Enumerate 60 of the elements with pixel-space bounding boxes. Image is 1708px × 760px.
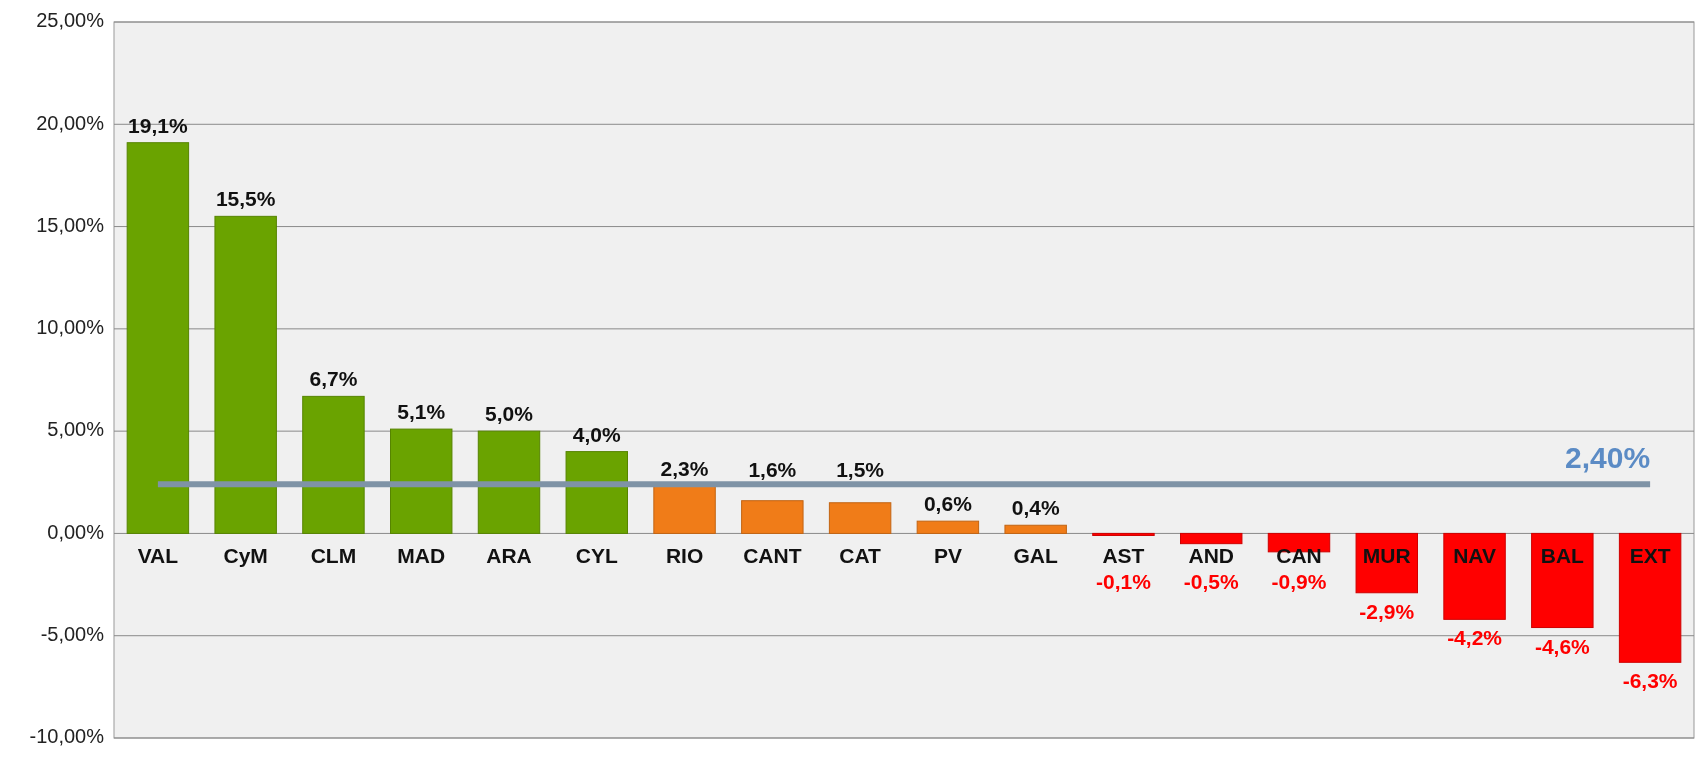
x-tick-label: CAT (839, 544, 882, 568)
bar (477, 430, 541, 534)
data-label: 5,1% (397, 400, 446, 424)
data-label: -4,6% (1534, 634, 1591, 658)
x-tick-label: BAL (1540, 544, 1585, 568)
data-label: 1,5% (836, 458, 885, 482)
data-label: -2,9% (1359, 599, 1415, 623)
y-tick-label: 10,00% (36, 316, 105, 339)
bar (126, 142, 190, 534)
x-tick-label: MAD (397, 544, 446, 568)
y-tick-label: 20,00% (36, 111, 105, 134)
data-label: -0,1% (1096, 570, 1152, 594)
data-label: -6,3% (1622, 669, 1678, 693)
data-label: 2,3% (660, 457, 709, 481)
x-tick-label: CLM (310, 544, 357, 568)
x-tick-label: PV (933, 544, 962, 568)
x-tick-label: CyM (223, 544, 268, 568)
bar (916, 520, 980, 534)
y-tick-label: -10,00% (29, 725, 105, 748)
bar (1443, 532, 1506, 620)
x-tick-label: CYL (575, 544, 618, 568)
x-tick-label: CANT (743, 544, 802, 568)
bar (214, 215, 277, 534)
x-tick-label: VAL (137, 544, 179, 568)
x-tick-label: NAV (1453, 544, 1496, 568)
x-tick-label: MUR (1362, 544, 1411, 568)
bar (390, 428, 453, 534)
bar (1531, 532, 1594, 629)
data-label: 1,6% (748, 458, 797, 482)
x-tick-label: RIO (665, 544, 704, 568)
x-tick-label: EXT (1629, 544, 1671, 568)
bar (828, 502, 892, 534)
x-tick-label: GAL (1013, 544, 1058, 568)
data-label: 6,7% (309, 367, 358, 391)
bar (302, 395, 365, 534)
x-tick-label: AST (1102, 544, 1145, 568)
data-label: 19,1% (128, 113, 188, 137)
data-label: 0,6% (923, 492, 973, 516)
bar (1004, 524, 1067, 534)
bar (1618, 532, 1682, 663)
bar (565, 451, 628, 534)
bar (1180, 532, 1243, 545)
data-label: 4,0% (572, 422, 622, 446)
data-label: -0,5% (1183, 570, 1239, 594)
bar (741, 500, 804, 534)
y-tick-label: -5,00% (40, 623, 105, 645)
data-label: -4,2% (1447, 626, 1503, 650)
y-tick-label: 5,00% (47, 418, 105, 441)
y-tick-label: 0,00% (47, 520, 105, 543)
data-label: 0,4% (1011, 496, 1060, 520)
data-label: 5,0% (485, 402, 534, 426)
data-label: 15,5% (215, 187, 276, 211)
ref-line-label: 2,40% (1565, 441, 1651, 475)
data-label: -0,9% (1271, 570, 1327, 594)
y-tick-label: 15,00% (36, 213, 105, 236)
x-tick-label: AND (1188, 544, 1234, 568)
y-tick-label: 25,00% (36, 9, 105, 32)
bar (653, 485, 716, 534)
bar (1092, 532, 1155, 536)
x-tick-label: ARA (486, 544, 532, 568)
